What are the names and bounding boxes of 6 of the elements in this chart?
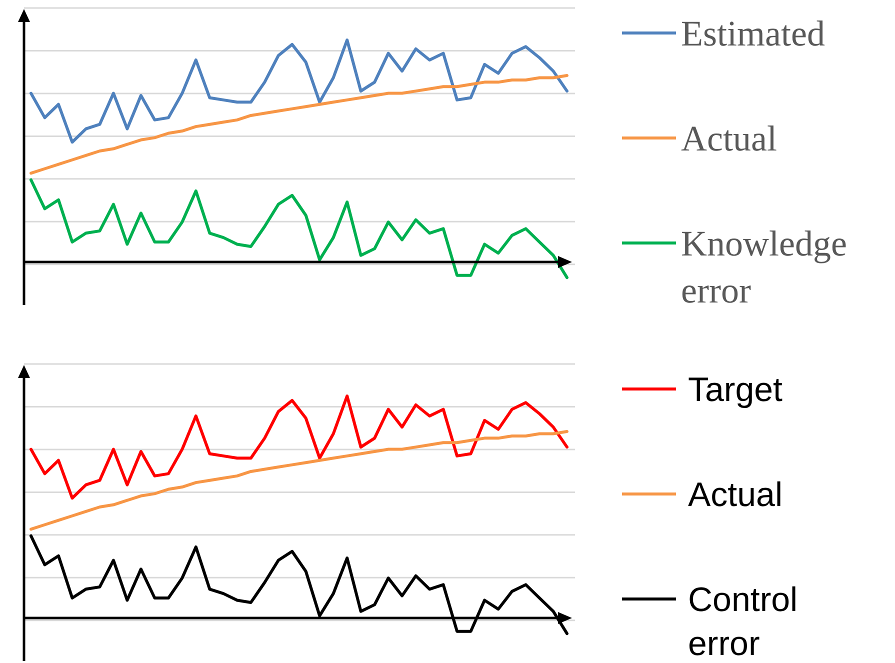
legend-label: Control error (688, 580, 798, 663)
legend-label: Knowledge error (681, 224, 847, 310)
legend-label: Target (688, 370, 784, 409)
legend-label: Estimated (681, 14, 825, 54)
legend-label: Actual (688, 476, 782, 514)
legend-label: Actual (681, 118, 777, 159)
